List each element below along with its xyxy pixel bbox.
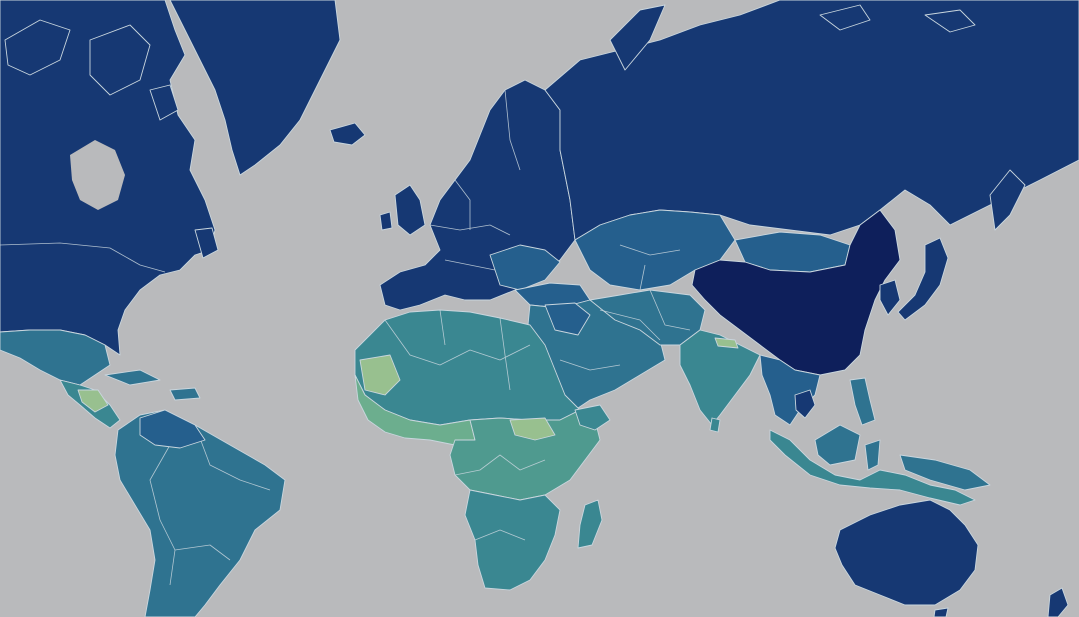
canada-us-border [0,242,166,273]
guatemala-honduras[interactable] [77,389,109,413]
venezuela-colombia[interactable] [139,409,206,449]
sri-lanka[interactable] [709,417,721,433]
east-africa-highlands[interactable] [509,417,556,441]
region-australia[interactable] [834,499,979,606]
vietnam-cambodia[interactable] [794,389,816,419]
middle-east-borders [559,289,691,371]
hudson-bay [70,140,125,210]
africa-borders [384,309,546,541]
region-china[interactable] [691,209,901,376]
caribbean-cuba[interactable] [104,369,201,401]
balkans-eastern-europe[interactable] [489,244,561,291]
central-asia-borders [619,244,681,291]
borneo-sulawesi[interactable] [814,424,881,471]
europe-borders [429,89,521,271]
region-mexico[interactable] [0,329,111,386]
region-central-africa[interactable] [449,409,601,501]
iceland[interactable] [329,122,366,146]
region-greenland[interactable] [169,0,341,176]
uk-ireland[interactable] [379,184,426,236]
madagascar[interactable] [577,499,603,549]
region-south-america[interactable] [114,409,286,617]
newfoundland[interactable] [194,227,219,259]
malaysia-indonesia[interactable] [769,429,976,506]
iraq-syria[interactable] [544,302,591,336]
tasmania[interactable] [933,607,949,617]
japan[interactable] [897,237,949,321]
nepal[interactable] [714,337,739,349]
region-india[interactable] [679,329,761,426]
region-southern-africa[interactable] [464,489,561,591]
region-north-america[interactable] [0,0,219,356]
korea[interactable] [879,279,901,316]
arctic-islands[interactable] [4,19,179,121]
horn-of-africa[interactable] [574,404,611,431]
sahel-west[interactable] [359,354,401,396]
arctic-russia-islands[interactable] [609,4,976,71]
papua[interactable] [899,454,991,491]
philippines[interactable] [849,377,876,426]
new-zealand[interactable] [1047,587,1069,617]
kamchatka-sakhalin[interactable] [989,169,1026,231]
